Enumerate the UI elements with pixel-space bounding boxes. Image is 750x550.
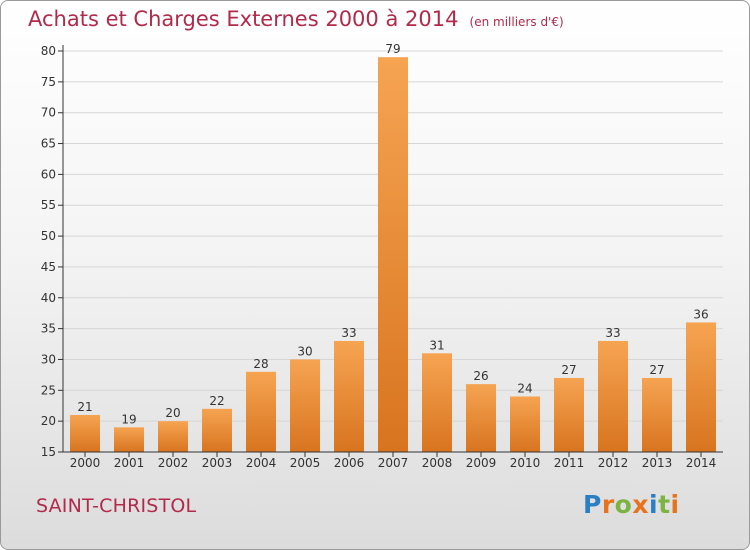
y-tick-label: 50 [41,229,56,243]
x-tick-label: 2004 [246,456,277,470]
x-tick-label: 2007 [378,456,409,470]
labels: 15 20 25 30 35 40 45 50 55 60 65 70 75 80 21 2000 19 2001… [41,42,717,470]
bar-value-label: 27 [561,363,576,377]
y-tick-label: 20 [41,414,56,428]
chart-title: Achats et Charges Externes 2000 à 2014 [28,7,459,31]
x-tick-label: 2008 [422,456,453,470]
bar [466,384,496,452]
y-tick-label: 15 [41,445,56,459]
x-tick-label: 2009 [466,456,497,470]
logo-letter: o [614,490,633,519]
x-tick-label: 2012 [598,456,629,470]
y-tick-label: 40 [41,291,56,305]
y-tick-label: 25 [41,383,56,397]
bar [202,408,232,452]
x-tick-label: 2001 [114,456,145,470]
logo-letter: r [601,490,615,519]
bar-value-label: 28 [253,357,268,371]
y-tick-label: 80 [41,44,56,58]
x-tick-label: 2010 [510,456,541,470]
bar [686,322,716,452]
bar-value-label: 24 [517,381,532,395]
x-tick-label: 2013 [642,456,673,470]
x-tick-label: 2011 [554,456,585,470]
logo-letter: i [649,490,659,519]
y-tick-label: 70 [41,106,56,120]
x-tick-label: 2003 [202,456,233,470]
bar [510,396,540,452]
bar-value-label: 33 [605,326,620,340]
x-tick-label: 2005 [290,456,321,470]
bar [598,340,628,452]
bar-value-label: 21 [77,400,92,414]
bar [422,353,452,452]
x-tick-label: 2002 [158,456,189,470]
logo-letter: x [632,490,649,519]
bar-value-label: 19 [121,412,136,426]
proxiti-logo[interactable]: Proxiti [583,490,680,519]
y-tick-label: 45 [41,260,56,274]
bar-value-label: 31 [429,338,444,352]
bar [246,371,276,452]
y-tick-label: 65 [41,137,56,151]
logo-letter: P [583,490,602,519]
bar-value-label: 26 [473,369,488,383]
bar [290,359,320,452]
y-tick-label: 75 [41,75,56,89]
chart-title-block: Achats et Charges Externes 2000 à 2014 (… [28,7,564,31]
x-tick-label: 2006 [334,456,365,470]
bar [158,421,188,452]
bar [378,57,408,453]
axes [58,45,723,457]
logo-letter: i [670,490,680,519]
bar-value-label: 33 [341,326,356,340]
y-tick-label: 35 [41,322,56,336]
bar-value-label: 36 [693,307,708,321]
commune-name: SAINT-CHRISTOL [36,495,197,517]
bar-value-label: 22 [209,394,224,408]
bar-value-label: 79 [385,42,400,56]
logo-letter: t [658,490,671,519]
y-tick-label: 55 [41,198,56,212]
bar-value-label: 20 [165,406,180,420]
y-tick-label: 30 [41,352,56,366]
bar [114,427,144,452]
bar [642,377,672,452]
bar-value-label: 30 [297,344,312,358]
chart-unit: (en milliers d'€) [469,15,564,29]
y-tick-label: 60 [41,167,56,181]
bar-value-label: 27 [649,363,664,377]
bar [70,414,100,452]
bars [70,57,716,453]
x-tick-label: 2000 [70,456,101,470]
bar [554,377,584,452]
bar [334,340,364,452]
x-tick-label: 2014 [686,456,717,470]
